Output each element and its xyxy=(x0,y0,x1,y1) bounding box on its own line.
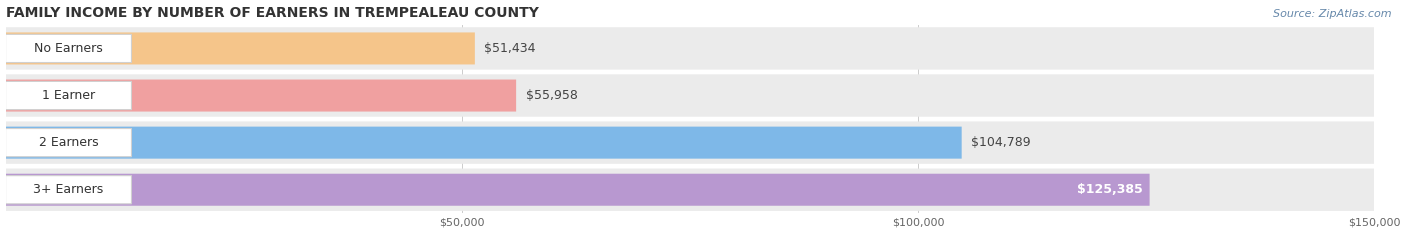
FancyBboxPatch shape xyxy=(6,168,1374,211)
Text: No Earners: No Earners xyxy=(34,42,103,55)
Text: 1 Earner: 1 Earner xyxy=(42,89,96,102)
FancyBboxPatch shape xyxy=(6,82,132,110)
Text: 3+ Earners: 3+ Earners xyxy=(34,183,104,196)
FancyBboxPatch shape xyxy=(6,174,1150,206)
Text: $104,789: $104,789 xyxy=(972,136,1031,149)
Text: 2 Earners: 2 Earners xyxy=(39,136,98,149)
FancyBboxPatch shape xyxy=(6,121,1374,164)
FancyBboxPatch shape xyxy=(6,34,132,62)
FancyBboxPatch shape xyxy=(6,74,1374,117)
FancyBboxPatch shape xyxy=(6,129,132,157)
Text: $125,385: $125,385 xyxy=(1077,183,1143,196)
Text: FAMILY INCOME BY NUMBER OF EARNERS IN TREMPEALEAU COUNTY: FAMILY INCOME BY NUMBER OF EARNERS IN TR… xyxy=(6,6,538,20)
Text: Source: ZipAtlas.com: Source: ZipAtlas.com xyxy=(1274,9,1392,19)
FancyBboxPatch shape xyxy=(6,32,475,65)
FancyBboxPatch shape xyxy=(6,79,516,112)
FancyBboxPatch shape xyxy=(6,127,962,159)
Text: $51,434: $51,434 xyxy=(485,42,536,55)
Text: $55,958: $55,958 xyxy=(526,89,578,102)
FancyBboxPatch shape xyxy=(6,176,132,204)
FancyBboxPatch shape xyxy=(6,27,1374,70)
